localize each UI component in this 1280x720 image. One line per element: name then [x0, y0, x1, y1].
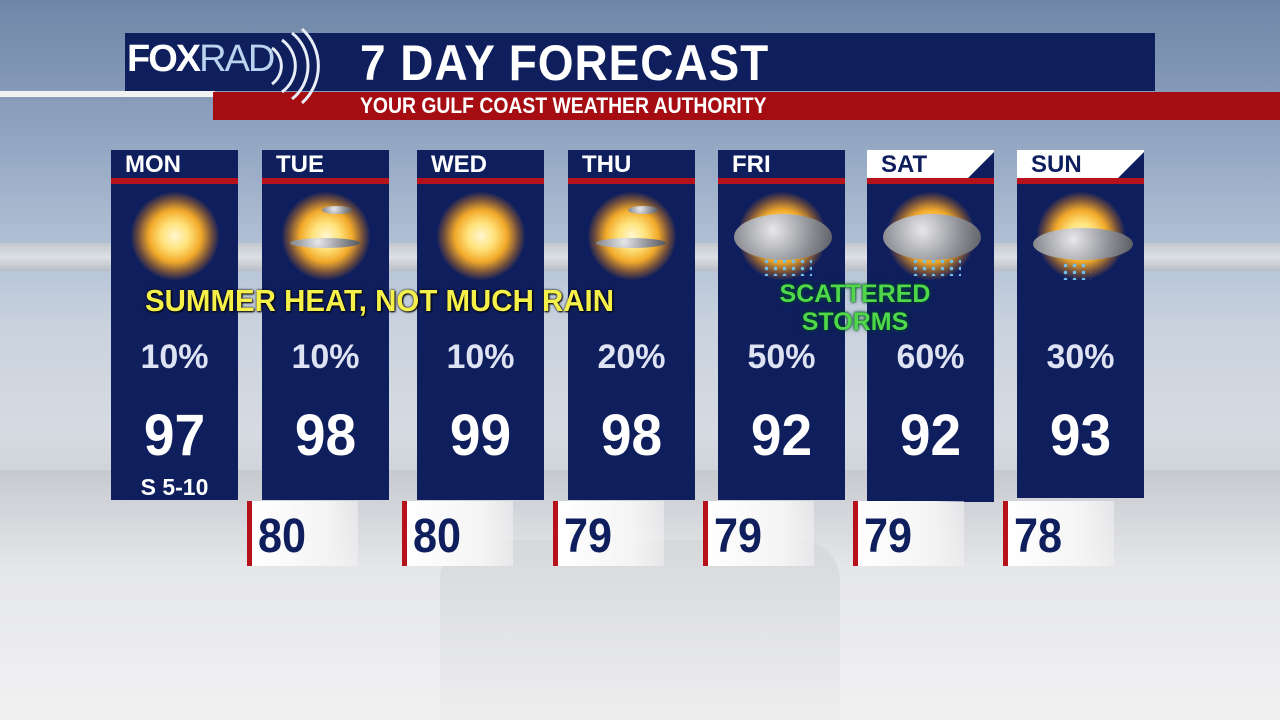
annotation-storms-line2: STORMS [801, 308, 909, 336]
title-bar [125, 33, 1155, 91]
sun-glyph [282, 192, 370, 280]
header-underline [718, 178, 845, 184]
low-temp: 80 [258, 510, 307, 563]
logo-rad: RAD [199, 38, 275, 80]
header-underline [867, 178, 994, 184]
forecast-day-wed: WED 10% 99 [417, 150, 544, 500]
sun-glyph [131, 192, 219, 280]
day-label: THU [582, 151, 632, 178]
day-label: SUN [1017, 150, 1144, 180]
foxrad-logo: FOXRAD [127, 38, 275, 81]
low-temp-box: 79 [553, 501, 664, 566]
partly-cloudy-showers-icon [1033, 192, 1133, 280]
low-temp: 79 [714, 510, 763, 563]
day-label: MON [125, 151, 181, 178]
low-temp-box: 79 [703, 501, 814, 566]
high-temp: 98 [600, 403, 663, 468]
sun-glyph [437, 192, 525, 280]
header-underline [1017, 178, 1144, 184]
wind: S 5-10 [140, 474, 209, 500]
rain-chance: 10% [446, 338, 515, 376]
day-label: TUE [276, 151, 324, 178]
forecast-day-sun: SUN 30% 93 [1017, 150, 1144, 498]
low-temp: 78 [1014, 510, 1063, 563]
header-underline [568, 178, 695, 184]
forecast-day-mon: MON 10% 97 S 5-10 [111, 150, 238, 500]
day-label: SAT [867, 150, 994, 180]
header-underline [417, 178, 544, 184]
annotation-storms-line1: SCATTERED [779, 280, 931, 308]
low-temp-box: 80 [402, 501, 513, 566]
thunderstorm-icon [734, 192, 832, 280]
divider [0, 91, 215, 97]
day-label: WED [431, 151, 487, 178]
radar-waves-icon [271, 28, 320, 104]
low-temp-box: 78 [1003, 501, 1114, 566]
high-temp: 99 [449, 403, 512, 468]
header-underline [111, 178, 238, 184]
annotation-storms: SCATTERED STORMS [740, 280, 970, 336]
rain-chance: 60% [896, 338, 965, 376]
rain-chance: 10% [291, 338, 360, 376]
annotation-heat: SUMMER HEAT, NOT MUCH RAIN [145, 283, 615, 318]
high-temp: 92 [750, 403, 813, 468]
low-temp-box: 80 [247, 501, 358, 566]
sunny-icon [437, 192, 525, 280]
sun-glyph [588, 192, 676, 280]
low-temp: 80 [413, 510, 462, 563]
forecast-day-tue: TUE 10% 98 [262, 150, 389, 500]
rain-chance: 20% [597, 338, 666, 376]
logo-fox: FOX [127, 38, 201, 80]
day-label: FRI [732, 151, 771, 178]
high-temp: 93 [1049, 403, 1112, 468]
thunderstorm-icon [883, 192, 981, 280]
forecast-day-fri: FRI 50% 92 [718, 150, 845, 500]
rain-chance: 10% [140, 338, 209, 376]
page-title: 7 DAY FORECAST [360, 35, 770, 91]
rain-chance: 30% [1046, 338, 1115, 376]
sunny-icon [131, 192, 219, 280]
mostly-sunny-icon [282, 192, 370, 280]
high-temp: 97 [143, 403, 206, 468]
low-temp-box: 79 [853, 501, 964, 566]
low-temp: 79 [864, 510, 913, 563]
high-temp: 98 [294, 403, 357, 468]
header-underline [262, 178, 389, 184]
forecast-day-thu: THU 20% 98 [568, 150, 695, 500]
page-subtitle: YOUR GULF COAST WEATHER AUTHORITY [360, 93, 767, 118]
rain-chance: 50% [747, 338, 816, 376]
forecast-day-sat: SAT 60% 92 [867, 150, 994, 502]
high-temp: 92 [899, 403, 962, 468]
mostly-sunny-icon [588, 192, 676, 280]
low-temp: 79 [564, 510, 613, 563]
subtitle-bar [213, 92, 1280, 120]
